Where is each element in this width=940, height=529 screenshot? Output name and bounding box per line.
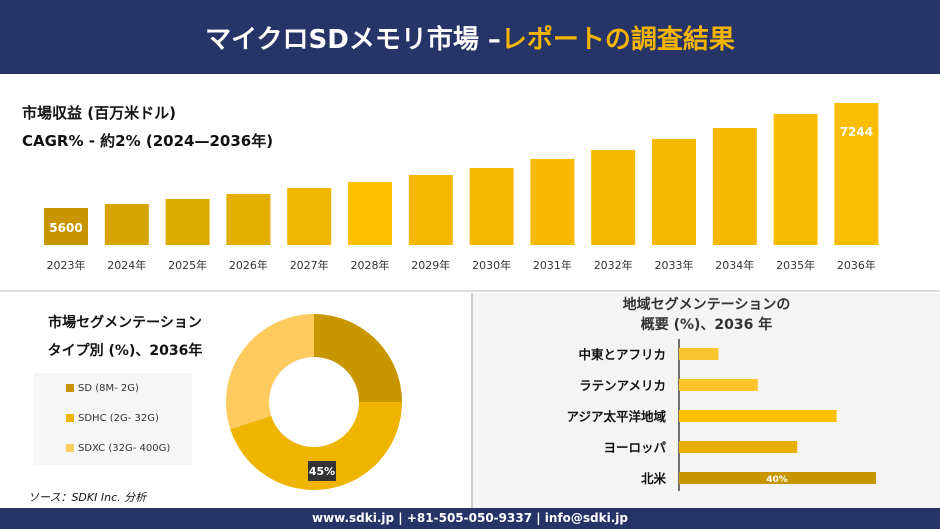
revenue-bar [469, 167, 514, 245]
donut-label-box [308, 461, 336, 481]
year-label: 2024年 [107, 258, 146, 272]
region-bar [679, 472, 876, 484]
region-label: 中東とアフリカ [578, 347, 666, 362]
legend-item: SDXC (32G- 400G) [34, 433, 192, 463]
donut-data-label: 45% [309, 465, 335, 478]
bar-data-label: 7244 [840, 125, 873, 139]
region-segmentation: 地域セグメンテーションの 概要 (%)、2036 年 中東とアフリカ ラテンアメリ… [471, 293, 940, 508]
revenue-bar [773, 113, 818, 245]
legend-label: SD (8M- 2G) [78, 382, 139, 394]
region-bar [679, 379, 758, 391]
legend-item: SDHC (2G- 32G) [34, 403, 192, 433]
source-note: ソース：SDKI Inc. 分析 [28, 491, 147, 504]
revenue-bar [287, 187, 332, 245]
year-label: 2030年 [472, 258, 511, 272]
title-main: マイクロSDメモリ市場 – [205, 24, 501, 55]
region-label: ヨーロッパ [603, 440, 666, 455]
year-label: 2025年 [168, 258, 207, 272]
legend-swatch [66, 414, 74, 422]
legend-swatch [66, 384, 74, 392]
footer-contact: www.sdki.jp | +81-505-050-9337 | info@sd… [0, 508, 940, 529]
legend-item: SD (8M- 2G) [34, 373, 192, 403]
region-label: 北米 [641, 471, 667, 486]
year-label: 2033年 [655, 258, 694, 272]
revenue-bar [44, 208, 88, 245]
revenue-bar [104, 203, 149, 245]
year-label: 2031年 [533, 258, 572, 272]
region-data-label: 40% [766, 475, 788, 485]
revenue-bar [652, 138, 696, 245]
donut-slice [226, 314, 314, 430]
type-segmentation: 市場セグメンテーション タイプ別 (%)、2036年 SD (8M- 2G) S… [0, 293, 470, 508]
region-bar [679, 348, 719, 360]
revenue-bar [834, 103, 879, 245]
revenue-bar [165, 198, 210, 245]
revenue-section: 市場収益 (百万米ドル) CAGR% - 約2% (2024—2036年) 20… [0, 74, 940, 292]
region-bar [679, 441, 798, 453]
report-header: マイクロSDメモリ市場 – レポートの調査結果 [0, 0, 940, 74]
revenue-bar [712, 127, 757, 245]
region-title-2: 概要 (%)、2036 年 [640, 317, 773, 333]
revenue-bar [530, 158, 575, 245]
year-label: 2023年 [47, 258, 86, 272]
year-label: 2034年 [715, 258, 754, 272]
type-title-1: 市場セグメンテーション [48, 315, 202, 331]
revenue-title: 市場収益 (百万米ドル) [22, 104, 176, 122]
bar-data-label: 5600 [49, 221, 82, 235]
revenue-bar [408, 174, 453, 245]
donut-slice [314, 314, 402, 402]
legend-label: SDHC (2G- 32G) [78, 412, 159, 424]
year-label: 2029年 [411, 258, 450, 272]
donut-legend: SD (8M- 2G) SDHC (2G- 32G) SDXC (32G- 40… [34, 373, 192, 465]
region-label: ラテンアメリカ [579, 378, 666, 393]
title-accent: レポートの調査結果 [500, 24, 735, 55]
cagr-subtitle: CAGR% - 約2% (2024—2036年) [22, 132, 274, 150]
year-label: 2035年 [776, 258, 815, 272]
legend-swatch [66, 444, 74, 452]
legend-label: SDXC (32G- 400G) [78, 442, 171, 454]
type-donut-chart: 45% [226, 314, 402, 490]
region-label: アジア太平洋地域 [566, 409, 666, 424]
revenue-bar [591, 149, 636, 245]
revenue-bar-chart: 2023年 5600 2024年 2025年 2026年 2027年 2028年 2029年 2… [44, 103, 879, 272]
type-title-2: タイプ別 (%)、2036年 [47, 343, 203, 359]
year-label: 2032年 [594, 258, 633, 272]
region-bar [679, 410, 837, 422]
revenue-bar [226, 193, 271, 245]
year-label: 2036年 [837, 258, 876, 272]
donut-slice [230, 402, 402, 490]
year-label: 2027年 [290, 258, 329, 272]
year-label: 2026年 [229, 258, 268, 272]
region-title-1: 地域セグメンテーションの [622, 297, 791, 313]
revenue-bar [348, 181, 392, 245]
year-label: 2028年 [351, 258, 390, 272]
